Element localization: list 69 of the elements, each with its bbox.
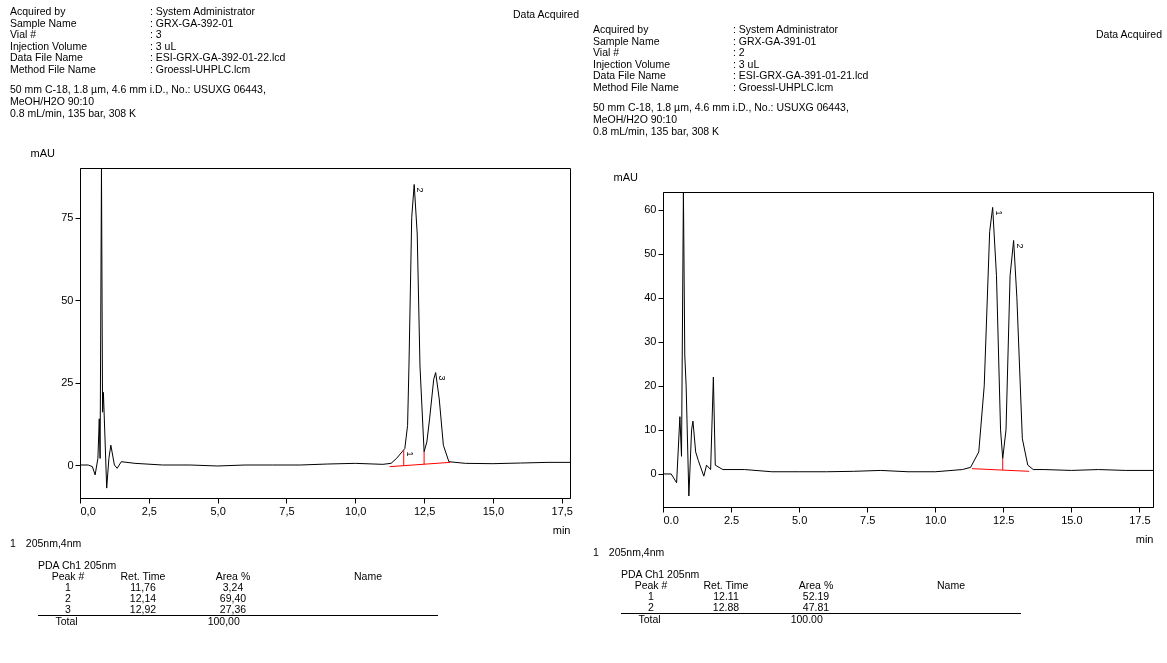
y-tick-label: 40 [644,291,657,304]
y-tick-label: 25 [61,376,74,388]
text: Peak # Ret. Time Area % Name [634,579,965,591]
y-tick-label: 50 [61,293,74,306]
x-tick-label: 7.5 [860,513,876,526]
x-axis-title: min [552,523,571,536]
text: 50 mm C-18, 1.8 µm, 4.6 mm i.D., No.: USUXG 06443, [593,101,850,113]
x-tick-label: 5,0 [210,504,226,517]
text: MeOH/H2O 90:10 [10,95,96,107]
x-tick-label: 17.5 [1129,513,1151,526]
text: 2 12,14 69,40 [65,592,247,604]
annotation: 1 [404,451,415,457]
text: 50 mm C-18, 1.8 µm, 4.6 mm i.D., No.: USUXG 06443, [10,83,267,95]
text: 0.8 mL/min, 135 bar, 308 K [10,107,138,119]
text: 1 11,76 3,24 [65,581,244,593]
text: MeOH/H2O 90:10 [593,113,679,125]
text: Sample Name : GRX-GA-391-01 [593,34,817,47]
text: Peak # Ret. Time Area % Name [51,570,382,582]
text: Acquired by : System Administrator [593,23,839,35]
y-axis-title: mAU [613,170,638,183]
annotation: 3 [436,375,447,381]
x-tick-label: 10,0 [345,504,367,517]
text: Injection Volume : 3 uL [593,57,760,70]
text: 3 12,92 27,36 [65,603,247,615]
y-tick-label: 30 [644,335,657,348]
text: 2 12.88 47.81 [648,601,830,613]
y-tick-label: 0 [650,467,657,480]
x-tick-label: 7,5 [279,504,295,517]
x-axis-title: min [1135,532,1154,545]
y-tick-label: 60 [644,203,657,216]
text: Method File Name : Groessl-UHPLC.lcm [10,62,251,75]
text: Data File Name : ESI-GRX-GA-392-01-22.lcd [10,51,286,63]
annotation: 2 [415,187,426,193]
x-tick-label: 17,5 [551,504,573,517]
y-tick-label: 20 [644,379,657,392]
x-tick-label: 2,5 [141,504,157,517]
text: Vial # : 3 [10,28,162,40]
x-tick-label: 0,0 [80,504,96,517]
text: Data Acquired [513,8,579,20]
x-tick-label: 10.0 [925,513,947,526]
x-tick-label: 5.0 [791,513,808,526]
text: 1 12.11 52.19 [648,590,830,602]
x-tick-label: 2.5 [723,513,740,526]
y-tick-label: 75 [61,211,74,223]
y-tick-label: 0 [67,458,74,471]
text: Data File Name : ESI-GRX-GA-391-01-21.lcd [593,69,869,81]
x-tick-label: 15.0 [1061,513,1083,526]
x-tick-label: 15,0 [482,504,505,517]
text: Vial # : 2 [593,46,745,58]
text: Sample Name : GRX-GA-392-01 [10,16,234,29]
text: 0.8 mL/min, 135 bar, 308 K [593,125,721,137]
x-tick-label: 0.0 [663,513,679,526]
text: Total 100.00 [638,613,823,625]
y-tick-label: 10 [644,423,657,436]
text: Total 100,00 [55,615,240,627]
text: PDA Ch1 205nm [620,568,701,580]
text: PDA Ch1 205nm [37,559,118,571]
x-tick-label: 12,5 [413,504,436,517]
y-tick-label: 50 [644,247,657,260]
text: Method File Name : Groessl-UHPLC.lcm [593,80,834,93]
annotation: 1 [993,210,1004,216]
x-tick-label: 12.5 [993,513,1015,526]
y-axis-title: mAU [30,146,55,159]
text: Acquired by : System Administrator [10,5,256,17]
text: Data Acquired [1096,28,1162,40]
annotation: 2 [1014,243,1025,249]
text: 1 205nm,4nm [10,537,82,549]
text: 1 205nm,4nm [593,546,665,558]
text: Injection Volume : 3 uL [10,39,177,52]
